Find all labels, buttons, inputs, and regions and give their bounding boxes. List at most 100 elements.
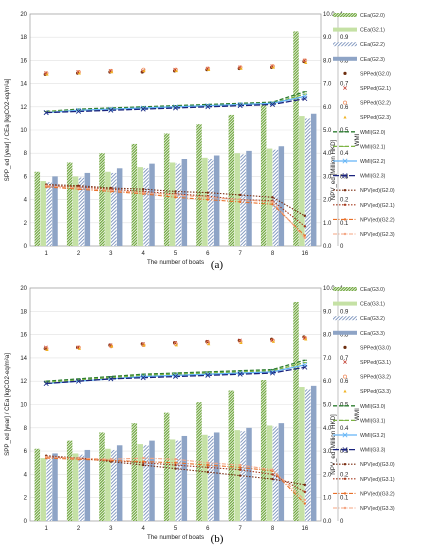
y-tick-label-npv: 10.0 <box>323 12 335 18</box>
wmi-point-WMI(G3.2) <box>173 372 178 378</box>
bar-CEa(G3.3) <box>52 453 58 521</box>
wmi-point-WMI(G2.3) <box>173 105 178 111</box>
legend-entry: SPPed(G2.0) <box>360 71 391 77</box>
npv-point-NPV(ed)(G3.2) <box>141 460 145 463</box>
y-tick-label-npv: 8.0 <box>323 58 332 64</box>
y-tick-label-wmi: 0.1 <box>340 221 349 227</box>
legend-entry: NPV(ed)(G2.1) <box>360 203 395 209</box>
bar-CEa(G2.1) <box>40 181 46 246</box>
y-tick-label-wmi: 0.9 <box>340 309 349 315</box>
bar-CEa(G2.1) <box>169 162 176 246</box>
npv-point-NPV(ed)(G2.2) <box>206 198 210 201</box>
npv-point-NPV(ed)(G3.3) <box>109 458 113 461</box>
legend-entry: NPV(ed)(G3.1) <box>360 477 395 483</box>
npv-point-NPV(ed)(G2.3) <box>303 236 307 240</box>
npv-point-NPV(ed)(G2.0) <box>303 214 307 218</box>
bar-CEa(G2.2) <box>208 159 214 246</box>
wmi-point-WMI(G2.2) <box>270 100 275 106</box>
legend-entry: CEa(G3.2) <box>360 316 385 322</box>
bar-CEa(G3.0) <box>293 301 299 521</box>
legend-swatch-CEa(G3.2) <box>333 316 357 321</box>
legend-entry: NPV(ed)(G2.3) <box>360 232 395 238</box>
legend-entry: CEa(G3.3) <box>360 331 385 337</box>
y-tick-label-wmi: 0.5 <box>340 128 349 134</box>
bar-CEa(G3.2) <box>46 459 52 521</box>
npv-point-NPV(ed)(G2.3) <box>206 196 210 199</box>
legend-marker-SPPed(G2.3) <box>343 115 347 119</box>
y-tick-label-npv: 2.0 <box>323 472 332 478</box>
npv-point-NPV(ed)(G2.2) <box>271 203 274 206</box>
y-tick-label-left: 18 <box>20 35 27 41</box>
legend-entry: WMI(G2.0) <box>360 130 386 136</box>
bar-CEa(G2.2) <box>46 182 52 246</box>
npv-point-NPV(ed)(G3.1) <box>303 490 307 494</box>
npv-point-NPV(ed)(G3.0) <box>238 474 242 477</box>
npv-point-NPV(ed)(G3.3) <box>303 498 307 502</box>
legend-marker-NPV(ed)(G2.2) <box>343 218 347 221</box>
y-tick-label-wmi: 0.7 <box>340 82 349 88</box>
spp-point-SPPed(G3.3) <box>77 346 81 350</box>
bar-CEa(G2.0) <box>66 162 73 246</box>
y-tick-label-left: 10 <box>20 403 27 409</box>
y-tick-label-left: 14 <box>20 356 27 362</box>
x-axis-label: The number of boats <box>147 259 204 266</box>
legend-marker-SPPed(G3.1) <box>343 360 347 364</box>
y-axis-label-wmi: WMI <box>354 408 361 421</box>
legend-marker-WMI(G3.3) <box>342 447 348 453</box>
legend-entry: SPPed(G2.3) <box>360 115 391 121</box>
legend-entry: WMI(G3.2) <box>360 433 386 439</box>
bar-CEa(G3.1) <box>40 458 46 521</box>
spp-point-SPPed(G2.3) <box>142 69 146 73</box>
bar-CEa(G3.2) <box>111 449 117 521</box>
y-tick-label-npv: 4.0 <box>323 426 332 432</box>
x-tick-label: 8 <box>271 526 275 532</box>
npv-point-NPV(ed)(G2.3) <box>271 200 274 204</box>
spp-point-SPPed(G3.3) <box>110 344 114 348</box>
bar-CEa(G3.1) <box>299 387 305 521</box>
bar-CEa(G3.2) <box>272 426 279 521</box>
y-tick-label-wmi: 0.1 <box>340 496 349 502</box>
legend-entry: SPPed(G2.1) <box>360 86 391 92</box>
legend-entry: NPV(ed)(G2.2) <box>360 217 395 223</box>
npv-point-NPV(ed)(G3.3) <box>271 468 274 471</box>
legend-entry: SPPed(G2.2) <box>360 101 391 107</box>
bar-CEa(G3.0) <box>163 412 170 521</box>
wmi-point-WMI(G3.3) <box>140 375 146 381</box>
bar-CEa(G3.3) <box>246 427 252 521</box>
wmi-point-WMI(G3.2) <box>270 369 275 375</box>
y-tick-label-wmi: 0.3 <box>340 174 349 180</box>
spp-point-SPPed(G2.3) <box>239 66 243 70</box>
npv-point-NPV(ed)(G2.0) <box>206 191 210 194</box>
bar-CEa(G3.1) <box>202 434 208 521</box>
chart-panel-b: 024681012141618200.01.02.03.04.05.06.07.… <box>4 286 395 545</box>
spp-point-SPPed(G3.0) <box>76 345 80 350</box>
bar-CEa(G2.2) <box>111 172 117 246</box>
legend-entry: SPPed(G3.1) <box>360 360 391 366</box>
npv-point-NPV(ed)(G2.3) <box>141 191 145 194</box>
legend-entry: CEa(G2.2) <box>360 42 385 48</box>
legend-entry: SPPed(G3.0) <box>360 345 391 351</box>
bar-CEa(G3.0) <box>131 423 138 521</box>
y-tick-label-npv: 7.0 <box>323 356 332 362</box>
npv-point-NPV(ed)(G2.2) <box>303 234 307 237</box>
wmi-point-WMI(G2.3) <box>302 96 308 102</box>
x-tick-label: 16 <box>301 526 308 532</box>
bar-CEa(G2.3) <box>116 168 123 246</box>
bar-CEa(G3.1) <box>266 425 273 521</box>
spp-point-SPPed(G3.3) <box>142 343 146 347</box>
y-tick-label-left: 16 <box>20 333 27 339</box>
legend-marker-SPPed(G3.3) <box>343 389 347 393</box>
wmi-point-WMI(G3.2) <box>140 374 146 380</box>
y-tick-label-npv: 6.0 <box>323 379 332 385</box>
wmi-point-WMI(G3.2) <box>205 371 211 377</box>
bar-CEa(G3.0) <box>228 390 235 521</box>
wmi-point-WMI(G2.3) <box>237 103 243 109</box>
y-tick-label-wmi: 0.7 <box>340 356 349 362</box>
legend-marker-NPV(ed)(G3.0) <box>343 463 347 466</box>
y-tick-label-wmi: 0.6 <box>340 379 349 385</box>
y-tick-label-npv: 1.0 <box>323 496 332 502</box>
spp-point-SPPed(G3.3) <box>239 341 243 345</box>
y-tick-label-npv: 6.0 <box>323 105 332 111</box>
legend-marker-SPPed(G2.0) <box>343 71 347 75</box>
y-tick-label-wmi: 0.2 <box>340 198 349 204</box>
